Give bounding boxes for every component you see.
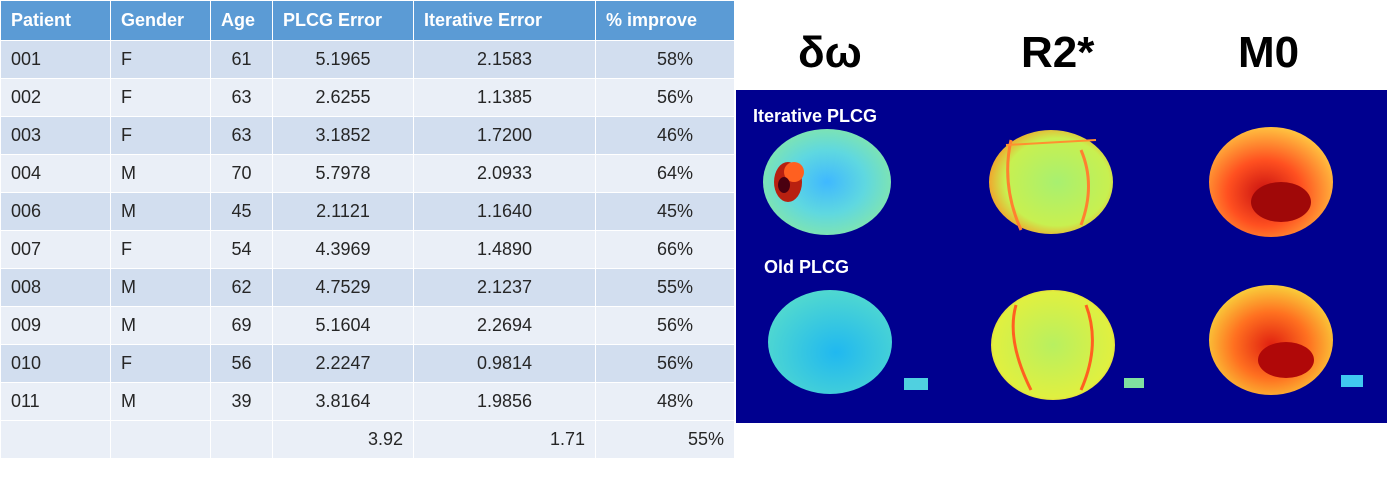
table-row: 009 M 69 5.1604 2.2694 56% bbox=[0, 306, 735, 345]
cell-improve: 56% bbox=[595, 344, 735, 383]
summary-cell-improve: 55% bbox=[595, 420, 735, 459]
table-row: 003 F 63 3.1852 1.7200 46% bbox=[0, 116, 735, 155]
table-row: 004 M 70 5.7978 2.0933 64% bbox=[0, 154, 735, 193]
summary-cell-iterative-error: 1.71 bbox=[413, 420, 596, 459]
cell-gender: F bbox=[110, 116, 211, 155]
cell-improve: 48% bbox=[595, 382, 735, 421]
map-old-domega bbox=[768, 290, 928, 394]
map-iterative-r2star bbox=[989, 130, 1113, 234]
column-title-domega: δω bbox=[798, 28, 862, 77]
table-row: 006 M 45 2.1121 1.1640 45% bbox=[0, 192, 735, 231]
summary-cell-plcg-error: 3.92 bbox=[272, 420, 414, 459]
map-old-m0 bbox=[1209, 285, 1363, 395]
cell-patient: 011 bbox=[0, 382, 111, 421]
table-row: 010 F 56 2.2247 0.9814 56% bbox=[0, 344, 735, 383]
patient-error-table: Patient Gender Age PLCG Error Iterative … bbox=[0, 0, 735, 459]
cell-improve: 56% bbox=[595, 78, 735, 117]
cell-gender: F bbox=[110, 40, 211, 79]
cell-patient: 007 bbox=[0, 230, 111, 269]
row-label-old: Old PLCG bbox=[764, 257, 849, 277]
cell-gender: F bbox=[110, 344, 211, 383]
cell-gender: F bbox=[110, 78, 211, 117]
cell-patient: 004 bbox=[0, 154, 111, 193]
header-patient: Patient bbox=[0, 0, 111, 41]
cell-patient: 006 bbox=[0, 192, 111, 231]
header-age: Age bbox=[210, 0, 273, 41]
table-row: 007 F 54 4.3969 1.4890 66% bbox=[0, 230, 735, 269]
cell-age: 61 bbox=[210, 40, 273, 79]
cell-iterative-error: 2.0933 bbox=[413, 154, 596, 193]
cell-age: 63 bbox=[210, 78, 273, 117]
mri-map-panel: Iterative PLCG Old PLCG bbox=[736, 90, 1387, 423]
cell-gender: F bbox=[110, 230, 211, 269]
cell-iterative-error: 1.9856 bbox=[413, 382, 596, 421]
summary-cell-age bbox=[210, 420, 273, 459]
cell-gender: M bbox=[110, 382, 211, 421]
table-row: 001 F 61 5.1965 2.1583 58% bbox=[0, 40, 735, 79]
table-row: 002 F 63 2.6255 1.1385 56% bbox=[0, 78, 735, 117]
cell-improve: 45% bbox=[595, 192, 735, 231]
cell-age: 56 bbox=[210, 344, 273, 383]
cell-patient: 008 bbox=[0, 268, 111, 307]
summary-cell-gender bbox=[110, 420, 211, 459]
cell-age: 70 bbox=[210, 154, 273, 193]
cell-iterative-error: 1.4890 bbox=[413, 230, 596, 269]
column-title-m0: M0 bbox=[1238, 28, 1300, 77]
cell-age: 62 bbox=[210, 268, 273, 307]
summary-row: 3.92 1.71 55% bbox=[0, 420, 735, 459]
row-label-iterative: Iterative PLCG bbox=[753, 106, 878, 126]
cell-age: 69 bbox=[210, 306, 273, 345]
cell-improve: 46% bbox=[595, 116, 735, 155]
cell-iterative-error: 2.2694 bbox=[413, 306, 596, 345]
cell-improve: 64% bbox=[595, 154, 735, 193]
map-old-r2star bbox=[991, 290, 1144, 400]
cell-plcg-error: 3.1852 bbox=[272, 116, 414, 155]
cell-age: 54 bbox=[210, 230, 273, 269]
cell-gender: M bbox=[110, 154, 211, 193]
cell-plcg-error: 3.8164 bbox=[272, 382, 414, 421]
cell-improve: 56% bbox=[595, 306, 735, 345]
cell-iterative-error: 0.9814 bbox=[413, 344, 596, 383]
header-improve: % improve bbox=[595, 0, 735, 41]
cell-improve: 66% bbox=[595, 230, 735, 269]
header-gender: Gender bbox=[110, 0, 211, 41]
cell-iterative-error: 1.1640 bbox=[413, 192, 596, 231]
cell-patient: 002 bbox=[0, 78, 111, 117]
column-title-r2star: R2* bbox=[1021, 28, 1095, 77]
cell-plcg-error: 5.1965 bbox=[272, 40, 414, 79]
cell-plcg-error: 5.7978 bbox=[272, 154, 414, 193]
header-iterative-error: Iterative Error bbox=[413, 0, 596, 41]
cell-age: 45 bbox=[210, 192, 273, 231]
cell-age: 63 bbox=[210, 116, 273, 155]
cell-plcg-error: 5.1604 bbox=[272, 306, 414, 345]
cell-improve: 55% bbox=[595, 268, 735, 307]
cell-iterative-error: 1.1385 bbox=[413, 78, 596, 117]
table-row: 011 M 39 3.8164 1.9856 48% bbox=[0, 382, 735, 421]
summary-cell-patient bbox=[0, 420, 111, 459]
map-iterative-m0 bbox=[1209, 127, 1333, 237]
cell-patient: 001 bbox=[0, 40, 111, 79]
header-plcg-error: PLCG Error bbox=[272, 0, 414, 41]
cell-improve: 58% bbox=[595, 40, 735, 79]
table-row: 008 M 62 4.7529 2.1237 55% bbox=[0, 268, 735, 307]
cell-iterative-error: 1.7200 bbox=[413, 116, 596, 155]
cell-patient: 010 bbox=[0, 344, 111, 383]
cell-plcg-error: 2.1121 bbox=[272, 192, 414, 231]
cell-plcg-error: 4.3969 bbox=[272, 230, 414, 269]
table-header-row: Patient Gender Age PLCG Error Iterative … bbox=[0, 0, 735, 41]
map-iterative-domega bbox=[763, 129, 891, 235]
cell-patient: 003 bbox=[0, 116, 111, 155]
mri-maps-image bbox=[763, 127, 1363, 400]
cell-iterative-error: 2.1583 bbox=[413, 40, 596, 79]
cell-plcg-error: 2.6255 bbox=[272, 78, 414, 117]
cell-plcg-error: 4.7529 bbox=[272, 268, 414, 307]
cell-gender: M bbox=[110, 268, 211, 307]
cell-gender: M bbox=[110, 306, 211, 345]
cell-plcg-error: 2.2247 bbox=[272, 344, 414, 383]
cell-gender: M bbox=[110, 192, 211, 231]
cell-age: 39 bbox=[210, 382, 273, 421]
cell-patient: 009 bbox=[0, 306, 111, 345]
cell-iterative-error: 2.1237 bbox=[413, 268, 596, 307]
